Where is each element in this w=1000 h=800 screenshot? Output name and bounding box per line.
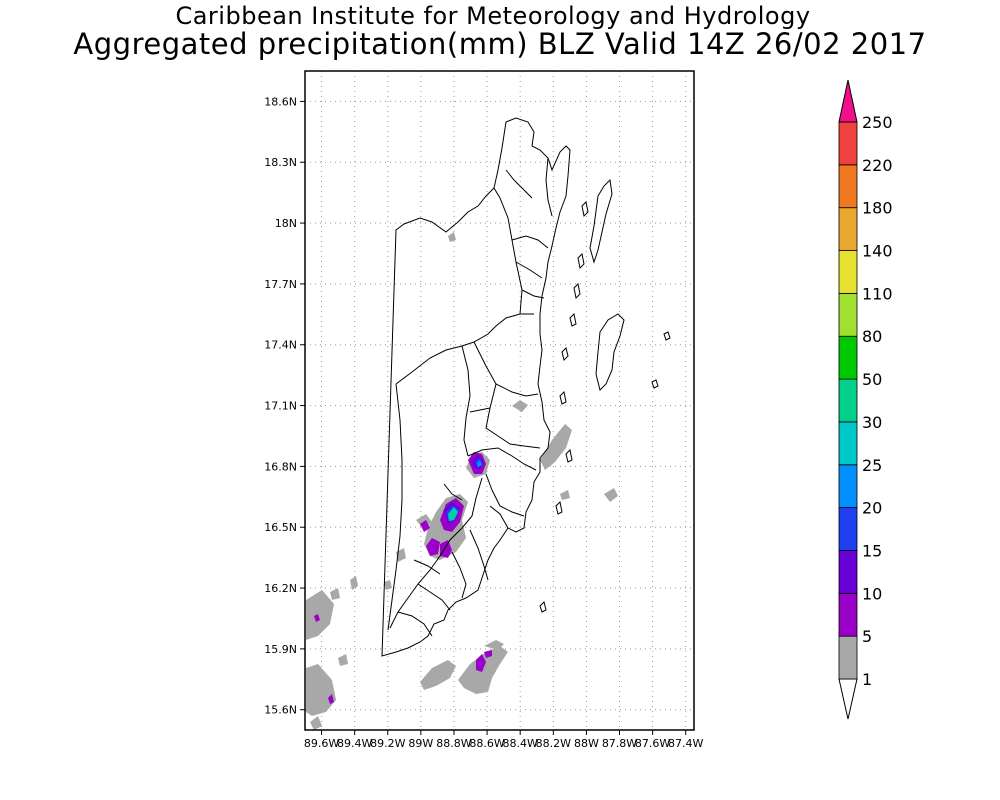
lon-tick-label: 88W	[574, 737, 599, 750]
lat-tick-label: 17.4N	[264, 339, 297, 352]
colorbar-label: 80	[862, 327, 882, 346]
colorbar-segment	[838, 292, 858, 337]
lon-tick-label: 88.8W	[436, 737, 471, 750]
lat-tick-label: 16.5N	[264, 521, 297, 534]
lon-tick-label: 88.2W	[536, 737, 571, 750]
colorbar-under-triangle	[838, 678, 858, 720]
colorbar-label: 10	[862, 584, 882, 603]
lat-tick-label: 17.7N	[264, 278, 297, 291]
colorbar-segment	[838, 507, 858, 551]
lat-tick-label: 15.6N	[264, 704, 297, 717]
colorbar-segment	[838, 164, 858, 209]
coastline-and-boundaries	[381, 117, 571, 657]
colorbar-segment	[838, 250, 858, 294]
colorbar-label: 25	[862, 456, 882, 475]
lat-tick-label: 16.2N	[264, 582, 297, 595]
lat-tick-label: 18.3N	[264, 156, 297, 169]
lon-tick-label: 88.6W	[469, 737, 504, 750]
colorbar-label: 220	[862, 156, 893, 175]
colorbar-over-triangle	[838, 79, 858, 123]
colorbar-label: 30	[862, 413, 882, 432]
colorbar-segment	[838, 464, 858, 509]
cays-and-atolls	[539, 178, 671, 613]
title-line-2: Aggregated precipitation(mm) BLZ Valid 1…	[73, 27, 927, 61]
colorbar-label: 15	[862, 541, 882, 560]
precip-20-30mm	[448, 460, 482, 521]
lat-tick-label: 17.1N	[264, 400, 297, 413]
colorbar-segment	[838, 592, 858, 637]
lon-tick-label: 87.6W	[635, 737, 670, 750]
colorbar-label: 20	[862, 499, 882, 518]
colorbar-segment	[838, 207, 858, 251]
latitude-labels: 18.6N 18.3N 18N 17.7N 17.4N 17.1N 16.8N 16.5N 16…	[264, 95, 305, 717]
lat-tick-label: 15.9N	[264, 643, 297, 656]
lon-tick-label: 89.4W	[337, 737, 372, 750]
lat-tick-label: 18.6N	[264, 95, 297, 108]
colorbar-label: 250	[862, 113, 893, 132]
map-border	[304, 70, 695, 731]
colorbar-segment	[838, 635, 858, 680]
precipitation-field	[306, 232, 618, 730]
colorbar-segment	[838, 121, 858, 166]
colorbar-label: 50	[862, 370, 882, 389]
colorbar-segment	[838, 335, 858, 380]
colorbar-label: 5	[862, 627, 872, 646]
title-line-1: Caribbean Institute for Meteorology and …	[175, 2, 811, 30]
colorbar-segment	[838, 378, 858, 423]
lon-tick-label: 87.8W	[602, 737, 637, 750]
colorbar-label: 140	[862, 242, 893, 261]
colorbar-segment	[838, 421, 858, 466]
colorbar-label: 180	[862, 199, 893, 218]
lon-tick-label: 89.6W	[304, 737, 339, 750]
colorbar-segment	[838, 550, 858, 594]
colorbar-label: 1	[862, 670, 872, 689]
lon-tick-label: 88.4W	[503, 737, 538, 750]
lat-tick-label: 18N	[275, 217, 297, 230]
lon-tick-label: 89.2W	[370, 737, 405, 750]
lat-tick-label: 16.8N	[264, 460, 297, 473]
map-frame	[304, 70, 695, 731]
lon-tick-label: 89W	[408, 737, 433, 750]
colorbar-label: 110	[862, 284, 893, 303]
lon-tick-label: 87.4W	[668, 737, 703, 750]
